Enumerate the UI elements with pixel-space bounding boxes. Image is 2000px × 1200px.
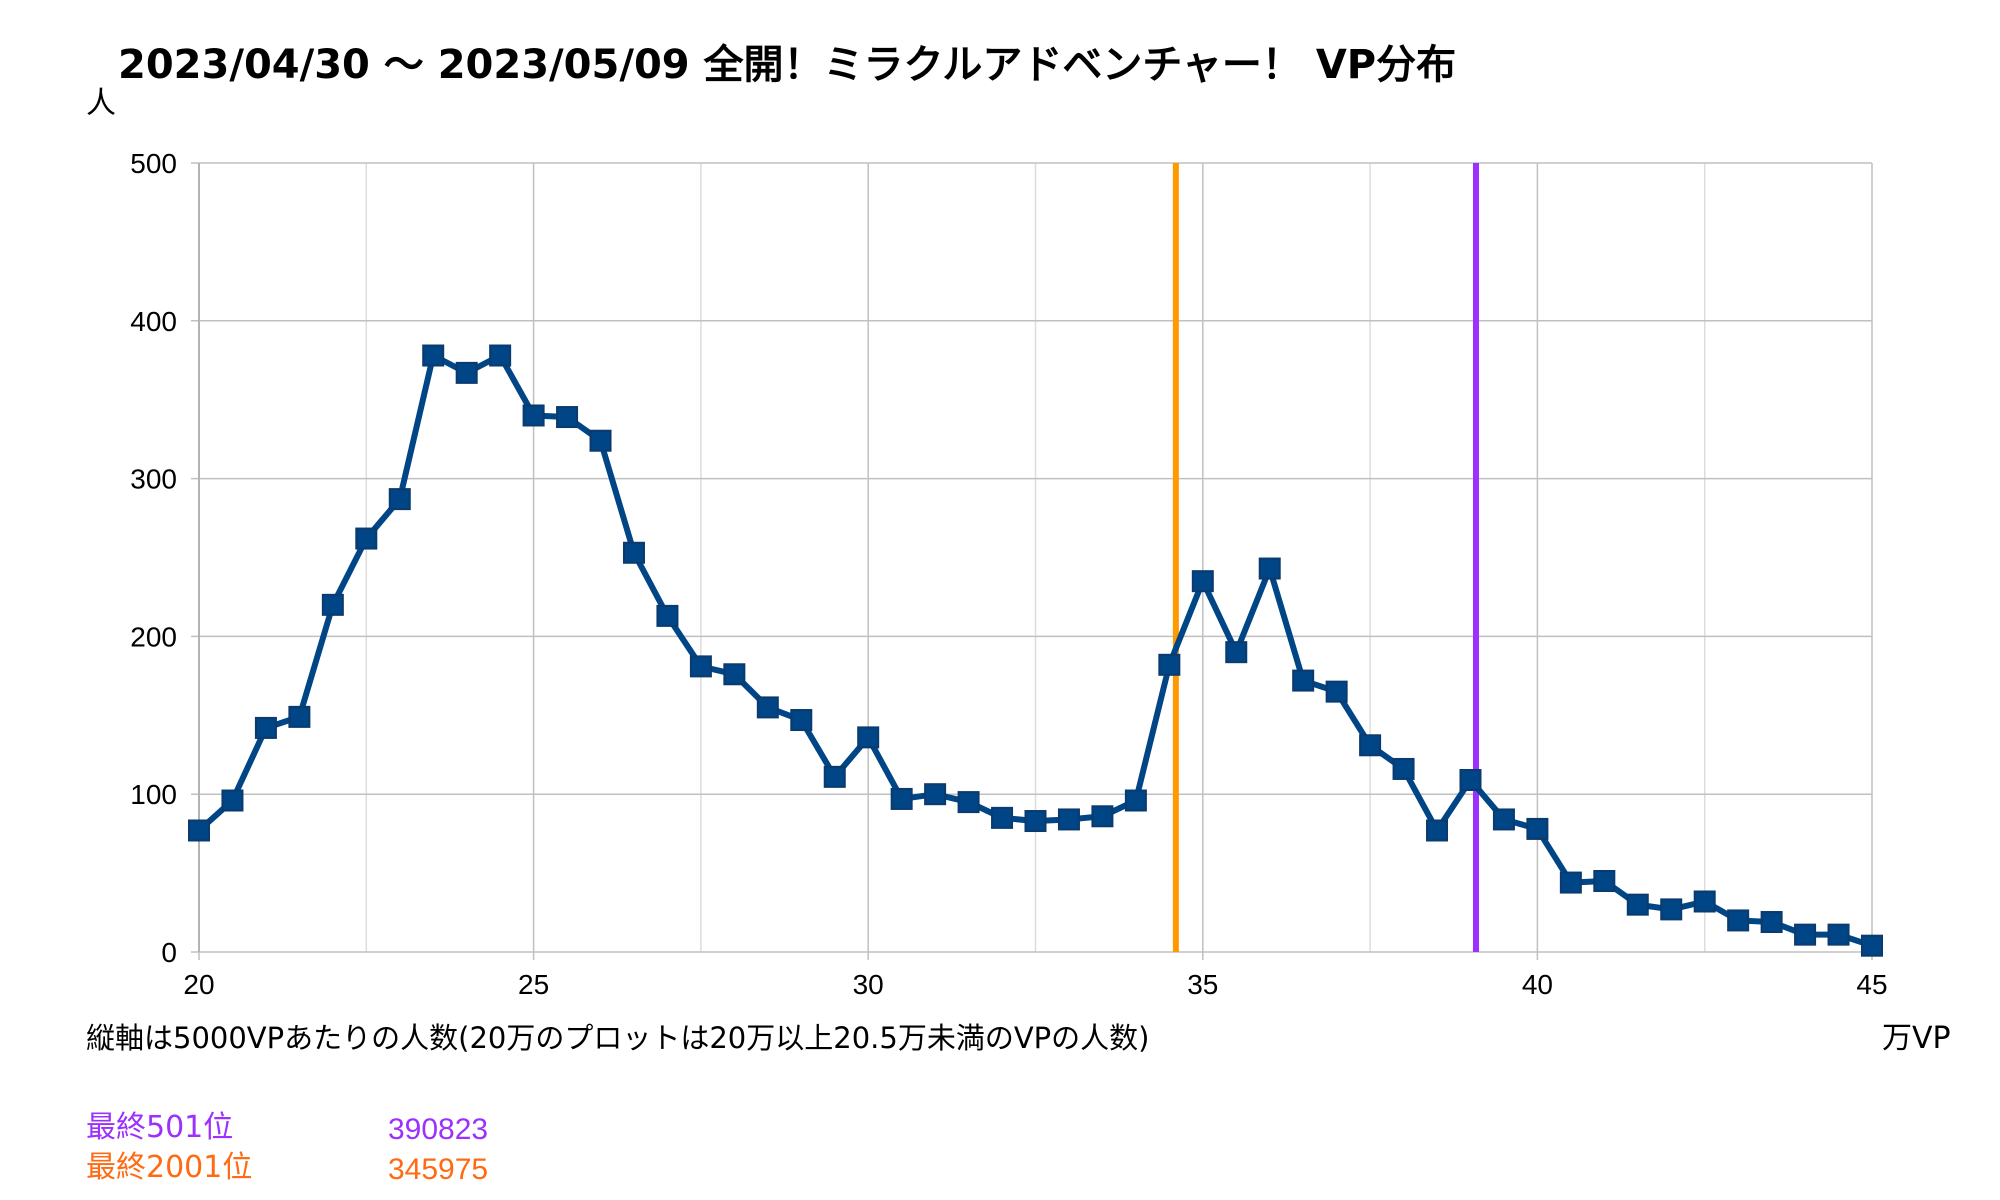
data-point-marker [823,765,846,788]
data-point-marker [924,783,947,806]
data-point-marker [622,541,645,564]
data-point-marker [890,787,913,810]
data-point-marker [1861,934,1883,957]
data-point-marker [1492,808,1515,831]
data-point-marker [1191,570,1214,593]
data-point-marker [1024,810,1047,833]
data-point-marker [957,791,980,814]
data-point-marker [1158,653,1181,676]
data-point-marker [288,705,311,728]
reference-legend: 最終501位 390823 最終2001位 345975 [86,1110,488,1186]
data-point-marker [455,361,478,384]
x-tick-label: 30 [853,969,884,1000]
data-point-marker [857,726,880,749]
grid [191,162,1873,960]
reference-value: 345975 [388,1153,488,1186]
y-tick-label: 500 [130,148,177,179]
data-point-marker [756,696,779,719]
data-point-marker [1225,641,1248,664]
data-point-marker [1727,909,1750,932]
data-point-marker [589,429,612,452]
y-tick-label: 0 [161,937,177,968]
data-point-marker [1359,734,1382,757]
data-point-marker [388,488,411,511]
reference-lines [1172,163,1479,952]
data-point-marker [254,716,277,739]
data-point-marker [1794,923,1817,946]
data-point-marker [1091,805,1114,828]
series-group [188,344,1883,957]
data-point-marker [1559,871,1582,894]
data-point-marker [723,663,746,686]
data-point-marker [1626,893,1649,916]
reference-label: 最終501位 [86,1110,233,1145]
y-axis-label: 人 [86,86,116,121]
x-tick-label: 25 [518,969,549,1000]
data-point-marker [188,819,210,842]
data-point-marker [355,527,378,550]
x-axis-label: 万VP [1882,1021,1951,1056]
axis-note: 縦軸は5000VPあたりの人数(20万のプロットは20万以上20.5万未満のVP… [86,1021,1149,1055]
data-point-marker [1827,923,1850,946]
data-point-marker [221,789,244,812]
data-point-marker [1258,557,1281,580]
data-point-marker [656,604,679,627]
data-point-marker [1426,819,1449,842]
data-point-marker [1693,890,1716,913]
x-tick-label: 40 [1522,969,1553,1000]
data-point-marker [321,593,344,616]
y-tick-label: 400 [130,306,177,337]
data-point-marker [1292,669,1315,692]
data-point-marker [790,709,813,732]
data-point-marker [1526,817,1549,840]
data-point-marker [522,404,545,427]
x-tick-label: 20 [183,969,214,1000]
data-point-marker [1392,757,1415,780]
tick-labels: 20 25 30 35 40 45 0 100 200 300 400 500 [130,148,1887,1000]
data-point-marker [1459,768,1482,791]
data-point-marker [689,655,712,678]
x-tick-label: 35 [1187,969,1218,1000]
chart-title: 2023/04/30 ～ 2023/05/09 全開！ミラクルアドベンチャー！ … [118,42,1456,88]
y-tick-label: 300 [130,464,177,495]
y-tick-label: 100 [130,779,177,810]
data-point-marker [556,406,579,429]
data-point-marker [1124,789,1147,812]
data-point-marker [1057,808,1080,831]
x-tick-label: 45 [1856,969,1887,1000]
data-point-marker [991,806,1014,829]
data-point-marker [1760,911,1783,934]
data-point-marker [489,344,512,367]
data-point-marker [1660,898,1683,921]
data-point-marker [1593,869,1616,892]
data-point-marker [422,344,445,367]
y-tick-label: 200 [130,621,177,652]
reference-value: 390823 [388,1113,488,1146]
data-point-marker [1325,680,1348,703]
reference-label: 最終2001位 [86,1150,252,1185]
